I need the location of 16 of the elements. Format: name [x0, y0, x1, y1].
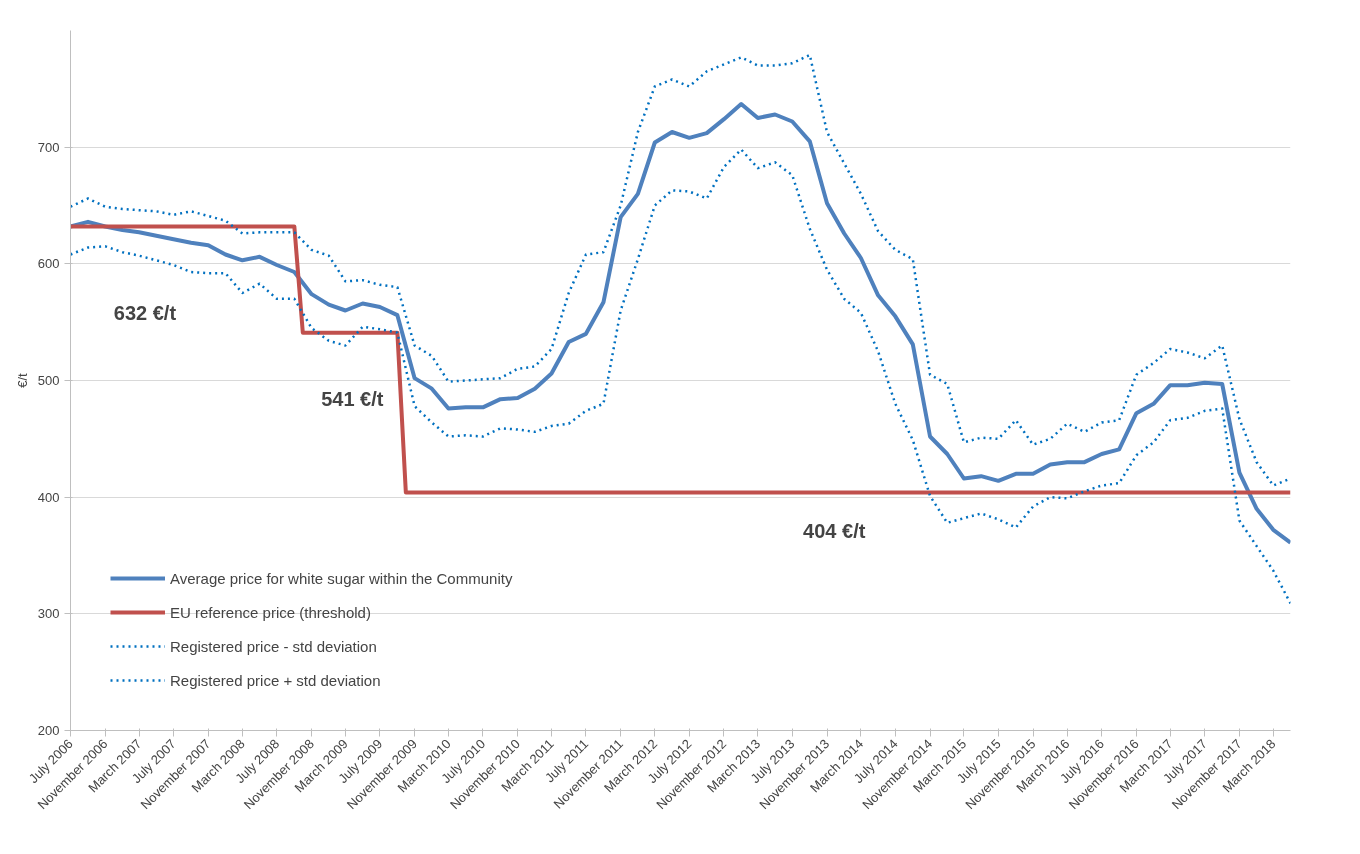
- y-tick-label: 300: [37, 606, 60, 622]
- annotation: 541 €/t: [321, 387, 384, 410]
- line-series: [70, 148, 1291, 605]
- y-tick-label: 500: [37, 373, 60, 388]
- y-tick-label: 600: [37, 256, 60, 272]
- annotation: 632 €/t: [113, 302, 177, 325]
- legend-label: EU reference price (threshold): [170, 603, 371, 621]
- legend-label: Average price for white sugar within the Community: [170, 569, 513, 587]
- annotation: 404 €/t: [803, 520, 866, 542]
- y-tick-label: 200: [37, 723, 60, 738]
- line-series: [70, 102, 1291, 545]
- y-tick-label: 700: [37, 139, 60, 155]
- legend-label: Registered price + std deviation: [170, 671, 381, 689]
- y-tick-label: 400: [37, 489, 60, 505]
- y-axis-title: €/t: [14, 372, 30, 388]
- legend-label: Registered price - std deviation: [170, 637, 377, 655]
